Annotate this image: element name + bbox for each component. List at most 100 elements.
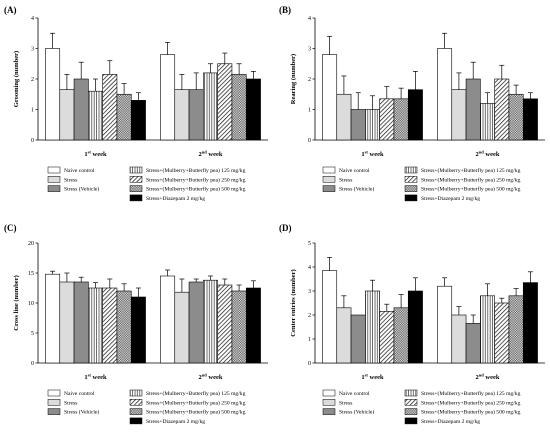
bar <box>116 93 132 141</box>
bar <box>203 72 218 141</box>
legend-swatch <box>404 399 418 406</box>
legend-label: Stress+(Mulberry+Butterfly pea) 125 mg/k… <box>146 167 246 174</box>
legend-swatch <box>47 389 61 397</box>
y-tick-label: 0 <box>308 138 311 144</box>
bar <box>465 323 481 364</box>
bar <box>160 54 176 141</box>
y-tick-label: 2 <box>308 313 311 319</box>
y-tick-label: 10 <box>28 301 34 307</box>
bar <box>522 98 538 141</box>
bar <box>245 78 261 141</box>
y-tick-label: 4 <box>31 16 34 22</box>
y-tick-label: 3 <box>308 289 311 295</box>
bar <box>350 109 366 141</box>
legend-swatch <box>129 399 143 406</box>
y-tick-label: 15 <box>28 271 34 277</box>
bar <box>102 74 118 141</box>
legend-label: Stress+(Mulberry+Butterfly pea) 250 mg/k… <box>421 399 521 406</box>
y-tick-label: 0 <box>31 361 34 367</box>
bar <box>188 89 204 141</box>
bar <box>465 78 481 141</box>
bar <box>508 93 524 141</box>
bar <box>379 311 395 364</box>
legend-swatch <box>404 185 418 192</box>
legend-swatch <box>129 194 143 202</box>
bar <box>102 287 118 364</box>
bar <box>116 290 132 364</box>
legend-swatch <box>47 408 61 415</box>
y-tick-label: 0 <box>308 361 311 367</box>
legend-swatch <box>47 166 61 174</box>
bar <box>336 307 352 364</box>
bar <box>73 78 89 141</box>
y-tick-label: 1 <box>308 108 311 114</box>
bar <box>451 314 467 364</box>
legend-label: Stress+(Mulberry+Butterfly pea) 250 mg/k… <box>146 176 246 183</box>
legend-label: Stress+(Mulberry+Butterfly pea) 125 mg/k… <box>421 167 521 174</box>
bar <box>59 281 75 364</box>
y-tick-label: 4 <box>308 16 311 22</box>
bar <box>217 284 233 364</box>
bar <box>437 48 453 141</box>
legend-label: Stress <box>339 177 352 183</box>
bar <box>130 100 146 141</box>
y-tick-label: 3 <box>31 47 34 53</box>
x-category-label: 2nd week <box>199 150 223 159</box>
legend-label: Stress+(Mulberry+Butterfly pea) 250 mg/k… <box>421 176 521 183</box>
bar <box>365 109 380 141</box>
y-axis-title: Grooming (number) <box>13 51 20 107</box>
bar <box>393 307 409 364</box>
legend-swatch <box>404 389 418 397</box>
legend-label: Stress+(Mulberry+Butterfly pea) 500 mg/k… <box>421 186 521 193</box>
legend-swatch <box>129 166 143 174</box>
chart-panel-3: (C) Cross line (number) 0 5 10 15 20 1st week 2n… <box>4 223 268 425</box>
bar <box>188 281 204 364</box>
legend-label: Stress+Diazepam 2 mg/kg <box>146 419 205 425</box>
x-category-label: 1st week <box>84 373 107 382</box>
bar <box>45 273 61 364</box>
bar <box>59 89 75 141</box>
bar <box>508 295 524 364</box>
chart-panel-4: (D) Center entries (number) 0 1 2 3 4 5 1st week… <box>279 223 545 425</box>
bar <box>217 63 233 141</box>
bar <box>322 54 338 141</box>
legend: Naive control Stress Stress (Vehicle) Stres… <box>322 166 521 202</box>
y-axis-title: Cross line (number) <box>13 275 20 331</box>
legend-label: Stress+Diazepam 2 mg/kg <box>421 196 480 202</box>
x-category-label: 2nd week <box>199 373 223 382</box>
y-tick-label: 1 <box>308 337 311 343</box>
bar <box>160 275 176 364</box>
legend-swatch <box>129 389 143 397</box>
bar <box>494 78 510 141</box>
legend-label: Naive control <box>64 168 95 174</box>
bar <box>336 93 352 141</box>
legend-swatch <box>322 399 336 406</box>
bar <box>203 279 218 364</box>
y-tick-label: 2 <box>31 77 34 83</box>
bar <box>322 270 338 364</box>
y-tick-label: 2 <box>308 77 311 83</box>
legend-swatch <box>47 399 61 406</box>
bar <box>245 287 261 364</box>
bar <box>88 90 103 141</box>
legend: Naive control Stress Stress (Vehicle) Stres… <box>47 389 246 425</box>
bar <box>393 98 409 141</box>
legend-label: Stress (Vehicle) <box>339 186 374 193</box>
legend-label: Stress (Vehicle) <box>339 409 374 416</box>
bar <box>407 89 423 141</box>
bar <box>88 287 103 364</box>
legend-label: Naive control <box>339 168 370 174</box>
legend-label: Stress <box>339 400 352 406</box>
panel-letter: (B) <box>279 5 291 15</box>
x-category-label: 2nd week <box>476 373 500 382</box>
legend-label: Stress (Vehicle) <box>64 409 99 416</box>
bar <box>73 281 89 364</box>
bar <box>494 302 510 364</box>
legend-label: Naive control <box>64 391 95 397</box>
bar <box>45 48 61 141</box>
legend-swatch <box>322 389 336 397</box>
panel-letter: (D) <box>279 223 292 233</box>
legend-swatch <box>404 176 418 183</box>
legend-label: Stress+(Mulberry+Butterfly pea) 500 mg/k… <box>421 409 521 416</box>
